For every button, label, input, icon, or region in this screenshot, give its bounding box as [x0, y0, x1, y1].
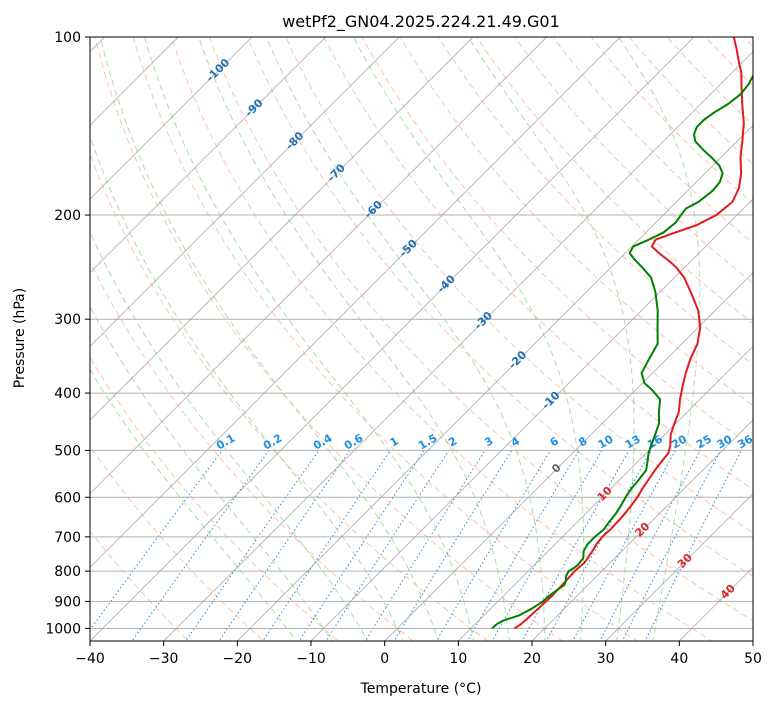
isotherm-line [90, 37, 621, 568]
moist-adiabat-line [90, 305, 333, 641]
x-tick-label: 30 [597, 651, 615, 667]
mixing-ratio-line [262, 450, 391, 641]
plot-area: -100-90-80-70-60-50-40-30-20-10010203040… [90, 37, 755, 641]
dry-adiabat-line [475, 37, 753, 325]
isotherm-line [237, 124, 753, 641]
x-tick-label: 20 [523, 651, 541, 667]
mixing-ratio-line [521, 450, 630, 641]
moist-adiabat-line [90, 368, 297, 641]
isotherm-line [531, 419, 753, 641]
chart-title: wetPf2_GN04.2025.224.21.49.G01 [282, 12, 560, 32]
dry-adiabat-line [94, 37, 564, 641]
y-tick-label: 300 [54, 312, 81, 328]
y-tick-label: 700 [54, 530, 81, 546]
dry-adiabat-line [666, 37, 753, 126]
isotherm-line [605, 493, 753, 641]
x-tick-label: −20 [223, 651, 253, 667]
isotherm-line [90, 37, 326, 274]
moist-adiabat-line [618, 37, 701, 641]
mixing-ratio-line [325, 450, 450, 641]
x-tick-label: 40 [670, 651, 688, 667]
dry-adiabat-line [170, 37, 713, 641]
isotherm-line [458, 345, 753, 641]
y-axis-label: Pressure (hPa) [12, 288, 28, 388]
x-axis-label: Temperature (°C) [360, 681, 482, 697]
moist-adiabat-line [90, 134, 404, 641]
mixing-ratio-line [185, 450, 320, 641]
dry-adiabat-line [361, 37, 753, 448]
mixing-ratio-line [131, 450, 270, 641]
mixing-ratio-line [491, 450, 603, 641]
plot-frame [89, 36, 754, 642]
moist-adiabat-line [467, 37, 635, 641]
y-tick-label: 400 [54, 386, 81, 402]
mixing-ratio-line [621, 450, 722, 641]
dry-adiabat-line [132, 37, 638, 641]
isotherm-line [163, 51, 753, 641]
dry-adiabat-line [90, 260, 414, 641]
x-tick-label: 0 [380, 651, 389, 667]
dry-adiabat-line [90, 152, 489, 641]
dry-adiabat-line [247, 37, 753, 577]
mixing-ratio-line [435, 450, 552, 641]
isotherm-line [310, 198, 753, 641]
isotherm-line [90, 37, 474, 421]
isotherm-line [90, 37, 695, 641]
y-tick-label: 500 [54, 443, 81, 459]
dewpoint-profile [491, 73, 753, 630]
x-tick-label: −40 [75, 651, 105, 667]
moist-adiabat-line [99, 37, 440, 641]
dry-adiabat-line [437, 37, 753, 365]
isotherm-line [90, 37, 400, 347]
y-tick-label: 200 [54, 208, 81, 224]
y-tick-label: 600 [54, 490, 81, 506]
x-tick-label: 10 [449, 651, 467, 667]
y-tick-label: 1000 [45, 621, 81, 637]
y-tick-label: 900 [54, 594, 81, 610]
temperature-profile [513, 37, 745, 630]
moist-adiabat-line [198, 37, 510, 641]
mixing-ratio-label: 36 [735, 432, 755, 451]
mixing-ratio-line [90, 450, 223, 631]
isotherm-line [90, 37, 547, 495]
moist-adiabat-line [353, 37, 585, 641]
y-tick-label: 800 [54, 564, 81, 580]
isotherm-line [90, 37, 253, 200]
isotherm-line [384, 272, 753, 641]
mixing-ratio-line [218, 450, 351, 641]
dry-adiabat-line [285, 37, 753, 534]
dry-adiabat-line [323, 37, 753, 491]
mixing-ratio-line [545, 450, 652, 641]
mixing-ratio-line [298, 450, 425, 641]
x-tick-label: −10 [296, 651, 326, 667]
axes-layer: −40 −30 −20 −10 0 10 20 30 40 50 100 200 300 400 500 60… [45, 30, 762, 667]
moist-adiabat-line [265, 37, 546, 641]
moist-adiabat-line [144, 37, 475, 641]
y-tick-label: 100 [54, 30, 81, 46]
x-tick-label: 50 [744, 651, 762, 667]
mixing-ratio-line [466, 450, 580, 641]
dry-adiabat-line [90, 445, 265, 641]
x-tick-label: −30 [149, 651, 179, 667]
mixing-ratio-line [644, 450, 742, 641]
